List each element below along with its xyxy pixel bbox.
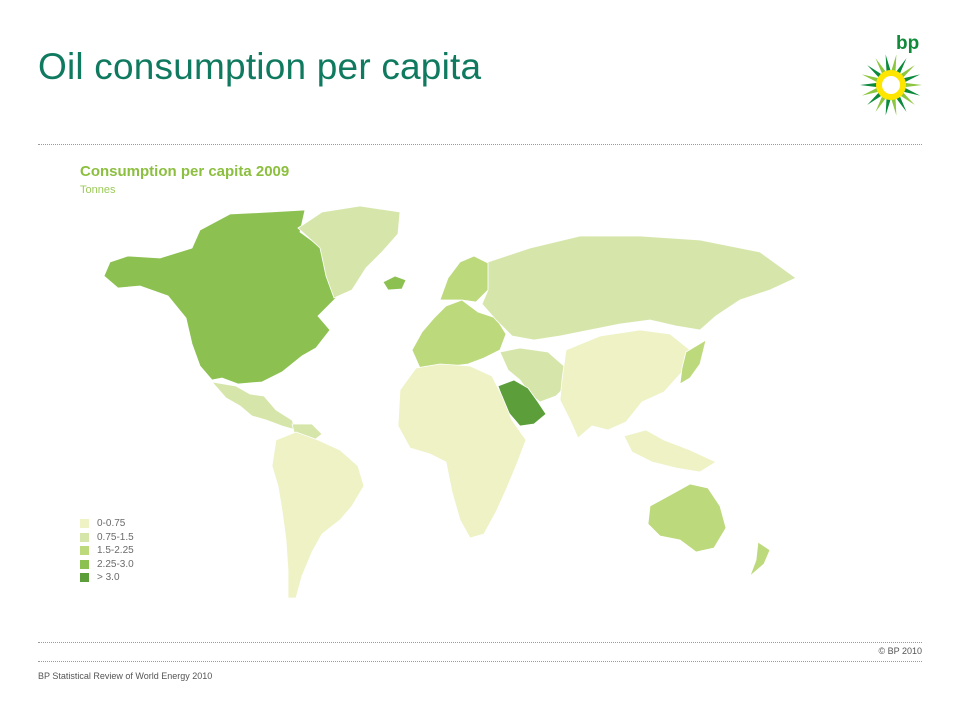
bp-helios-petal <box>867 65 883 79</box>
region-greenland <box>297 205 401 299</box>
region-australia <box>647 483 727 553</box>
legend-item: > 3.0 <box>80 571 134 585</box>
footer-divider-bottom <box>38 661 922 662</box>
slide-title: Oil consumption per capita <box>38 46 482 87</box>
bp-helios-petal <box>899 91 915 105</box>
bp-helios-petal <box>899 65 915 79</box>
legend-label: > 3.0 <box>97 572 120 584</box>
copyright: © BP 2010 <box>878 646 923 656</box>
region-africa <box>397 363 527 539</box>
bp-helios-petal <box>895 58 907 76</box>
bp-helios-logo-icon <box>860 54 922 116</box>
region-iceland <box>382 275 407 291</box>
bp-logo-text: bp <box>896 33 920 54</box>
legend-swatch <box>80 546 89 556</box>
region-saudi-arabia <box>497 379 547 427</box>
header-divider <box>38 144 922 145</box>
bp-helios-petal <box>891 97 897 116</box>
legend-label: 0.75-1.5 <box>97 531 134 543</box>
map-subtitle: Tonnes <box>80 184 116 196</box>
region-middle-east <box>499 347 569 403</box>
legend-item: 0-0.75 <box>80 517 134 531</box>
legend-item: 2.25-3.0 <box>80 558 134 572</box>
bp-helios-petal <box>891 54 897 73</box>
region-scandinavia <box>439 255 491 303</box>
map-title: Consumption per capita 2009 <box>80 163 290 180</box>
legend-swatch <box>80 559 89 569</box>
bp-helios-petal <box>875 94 887 112</box>
region-southeast-asia <box>623 429 717 473</box>
bp-helios-petal <box>902 74 921 83</box>
region-china-south-asia <box>559 329 691 439</box>
legend-swatch <box>80 532 89 542</box>
legend-label: 1.5-2.25 <box>97 545 134 557</box>
bp-helios-petal <box>895 94 907 112</box>
footer-source: BP Statistical Review of World Energy 20… <box>38 671 213 681</box>
region-russia <box>481 235 797 341</box>
legend-label: 0-0.75 <box>97 518 126 530</box>
legend-swatch <box>80 519 89 529</box>
legend-item: 0.75-1.5 <box>80 531 134 545</box>
bp-helios-petal <box>861 87 880 96</box>
bp-helios-petal <box>861 74 880 83</box>
bp-helios-petal <box>903 82 922 88</box>
region-new-zealand <box>749 541 771 577</box>
bp-helios-petal <box>885 54 891 73</box>
region-central-america <box>210 381 297 431</box>
region-north-america <box>103 209 339 385</box>
region-japan-korea <box>679 339 707 385</box>
map-legend: 0-0.75 0.75-1.5 1.5-2.25 2.25-3.0 > 3.0 <box>80 517 134 585</box>
region-south-america <box>271 431 365 599</box>
legend-item: 1.5-2.25 <box>80 544 134 558</box>
bp-helios-petal <box>860 82 879 88</box>
legend-label: 2.25-3.0 <box>97 558 134 570</box>
bp-helios-petal <box>902 87 921 96</box>
footer-divider-top <box>38 642 922 643</box>
world-map <box>103 205 797 599</box>
legend-swatch <box>80 573 89 583</box>
bp-helios-petal <box>867 91 883 105</box>
bp-helios-petal <box>885 97 891 116</box>
bp-helios-petal <box>875 58 887 76</box>
